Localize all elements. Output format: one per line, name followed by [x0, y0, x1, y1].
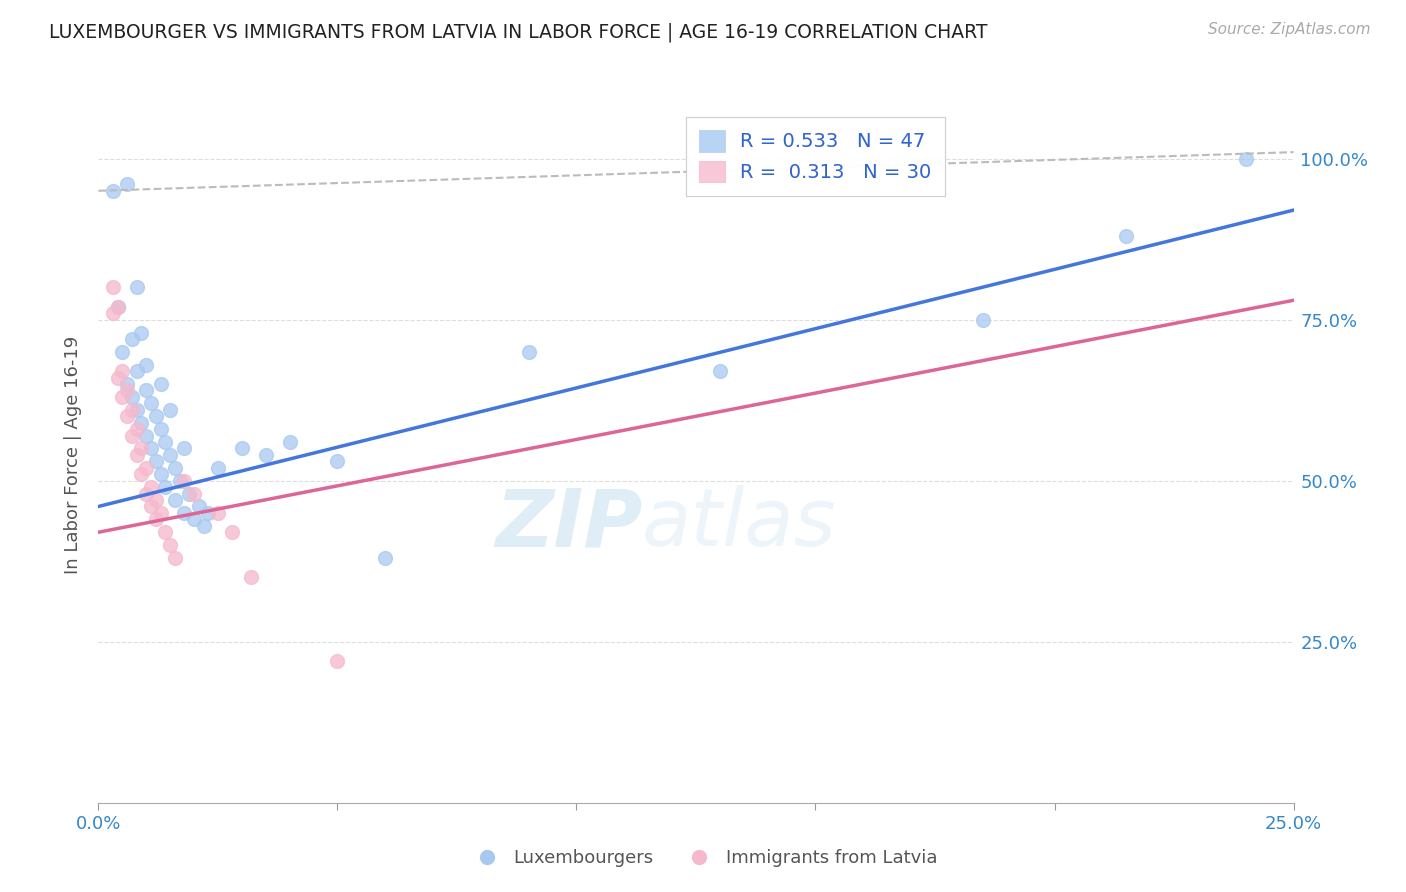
Point	[121, 332, 143, 346]
Point	[972, 312, 994, 326]
Point	[374, 551, 396, 566]
Point	[125, 448, 148, 462]
Point	[207, 506, 229, 520]
Point	[125, 364, 148, 378]
Point	[111, 364, 134, 378]
Point	[155, 525, 177, 540]
Point	[139, 396, 162, 410]
Point	[131, 467, 153, 482]
Point	[135, 486, 157, 500]
Point	[139, 500, 162, 514]
Point	[163, 551, 186, 566]
Y-axis label: In Labor Force | Age 16-19: In Labor Force | Age 16-19	[65, 335, 83, 574]
Text: LUXEMBOURGER VS IMMIGRANTS FROM LATVIA IN LABOR FORCE | AGE 16-19 CORRELATION CH: LUXEMBOURGER VS IMMIGRANTS FROM LATVIA I…	[49, 22, 987, 42]
Legend: R = 0.533   N = 47, R =  0.313   N = 30: R = 0.533 N = 47, R = 0.313 N = 30	[686, 117, 945, 196]
Point	[254, 448, 277, 462]
Point	[1234, 152, 1257, 166]
Point	[159, 538, 181, 552]
Point	[183, 512, 205, 526]
Point	[278, 435, 301, 450]
Point	[197, 506, 219, 520]
Point	[135, 358, 157, 372]
Point	[111, 344, 134, 359]
Point	[179, 486, 201, 500]
Point	[1115, 228, 1137, 243]
Point	[131, 326, 153, 340]
Point	[131, 442, 153, 456]
Point	[111, 390, 134, 404]
Point	[159, 402, 181, 417]
Point	[155, 435, 177, 450]
Point	[135, 428, 157, 442]
Point	[240, 570, 263, 584]
Point	[183, 486, 205, 500]
Point	[115, 384, 138, 398]
Point	[139, 442, 162, 456]
Point	[121, 402, 143, 417]
Point	[149, 377, 172, 392]
Point	[125, 422, 148, 436]
Point	[173, 506, 195, 520]
Point	[115, 409, 138, 424]
Point	[107, 370, 129, 384]
Point	[145, 493, 167, 508]
Point	[193, 518, 215, 533]
Point	[169, 474, 191, 488]
Point	[131, 416, 153, 430]
Point	[149, 506, 172, 520]
Point	[159, 448, 181, 462]
Point	[145, 409, 167, 424]
Point	[135, 384, 157, 398]
Point	[163, 493, 186, 508]
Point	[326, 654, 349, 668]
Point	[121, 428, 143, 442]
Point	[155, 480, 177, 494]
Point	[101, 280, 124, 294]
Text: ZIP: ZIP	[495, 485, 643, 564]
Point	[231, 442, 253, 456]
Text: atlas: atlas	[643, 485, 837, 564]
Point	[149, 422, 172, 436]
Point	[149, 467, 172, 482]
Point	[125, 402, 148, 417]
Point	[163, 460, 186, 475]
Point	[173, 442, 195, 456]
Point	[101, 184, 124, 198]
Text: Source: ZipAtlas.com: Source: ZipAtlas.com	[1208, 22, 1371, 37]
Point	[207, 460, 229, 475]
Point	[135, 460, 157, 475]
Point	[125, 280, 148, 294]
Point	[221, 525, 243, 540]
Point	[187, 500, 209, 514]
Point	[107, 300, 129, 314]
Point	[139, 480, 162, 494]
Legend: Luxembourgers, Immigrants from Latvia: Luxembourgers, Immigrants from Latvia	[461, 842, 945, 874]
Point	[173, 474, 195, 488]
Point	[101, 306, 124, 320]
Point	[517, 344, 540, 359]
Point	[709, 364, 731, 378]
Point	[326, 454, 349, 468]
Point	[115, 178, 138, 192]
Point	[145, 512, 167, 526]
Point	[115, 377, 138, 392]
Point	[145, 454, 167, 468]
Point	[107, 300, 129, 314]
Point	[121, 390, 143, 404]
